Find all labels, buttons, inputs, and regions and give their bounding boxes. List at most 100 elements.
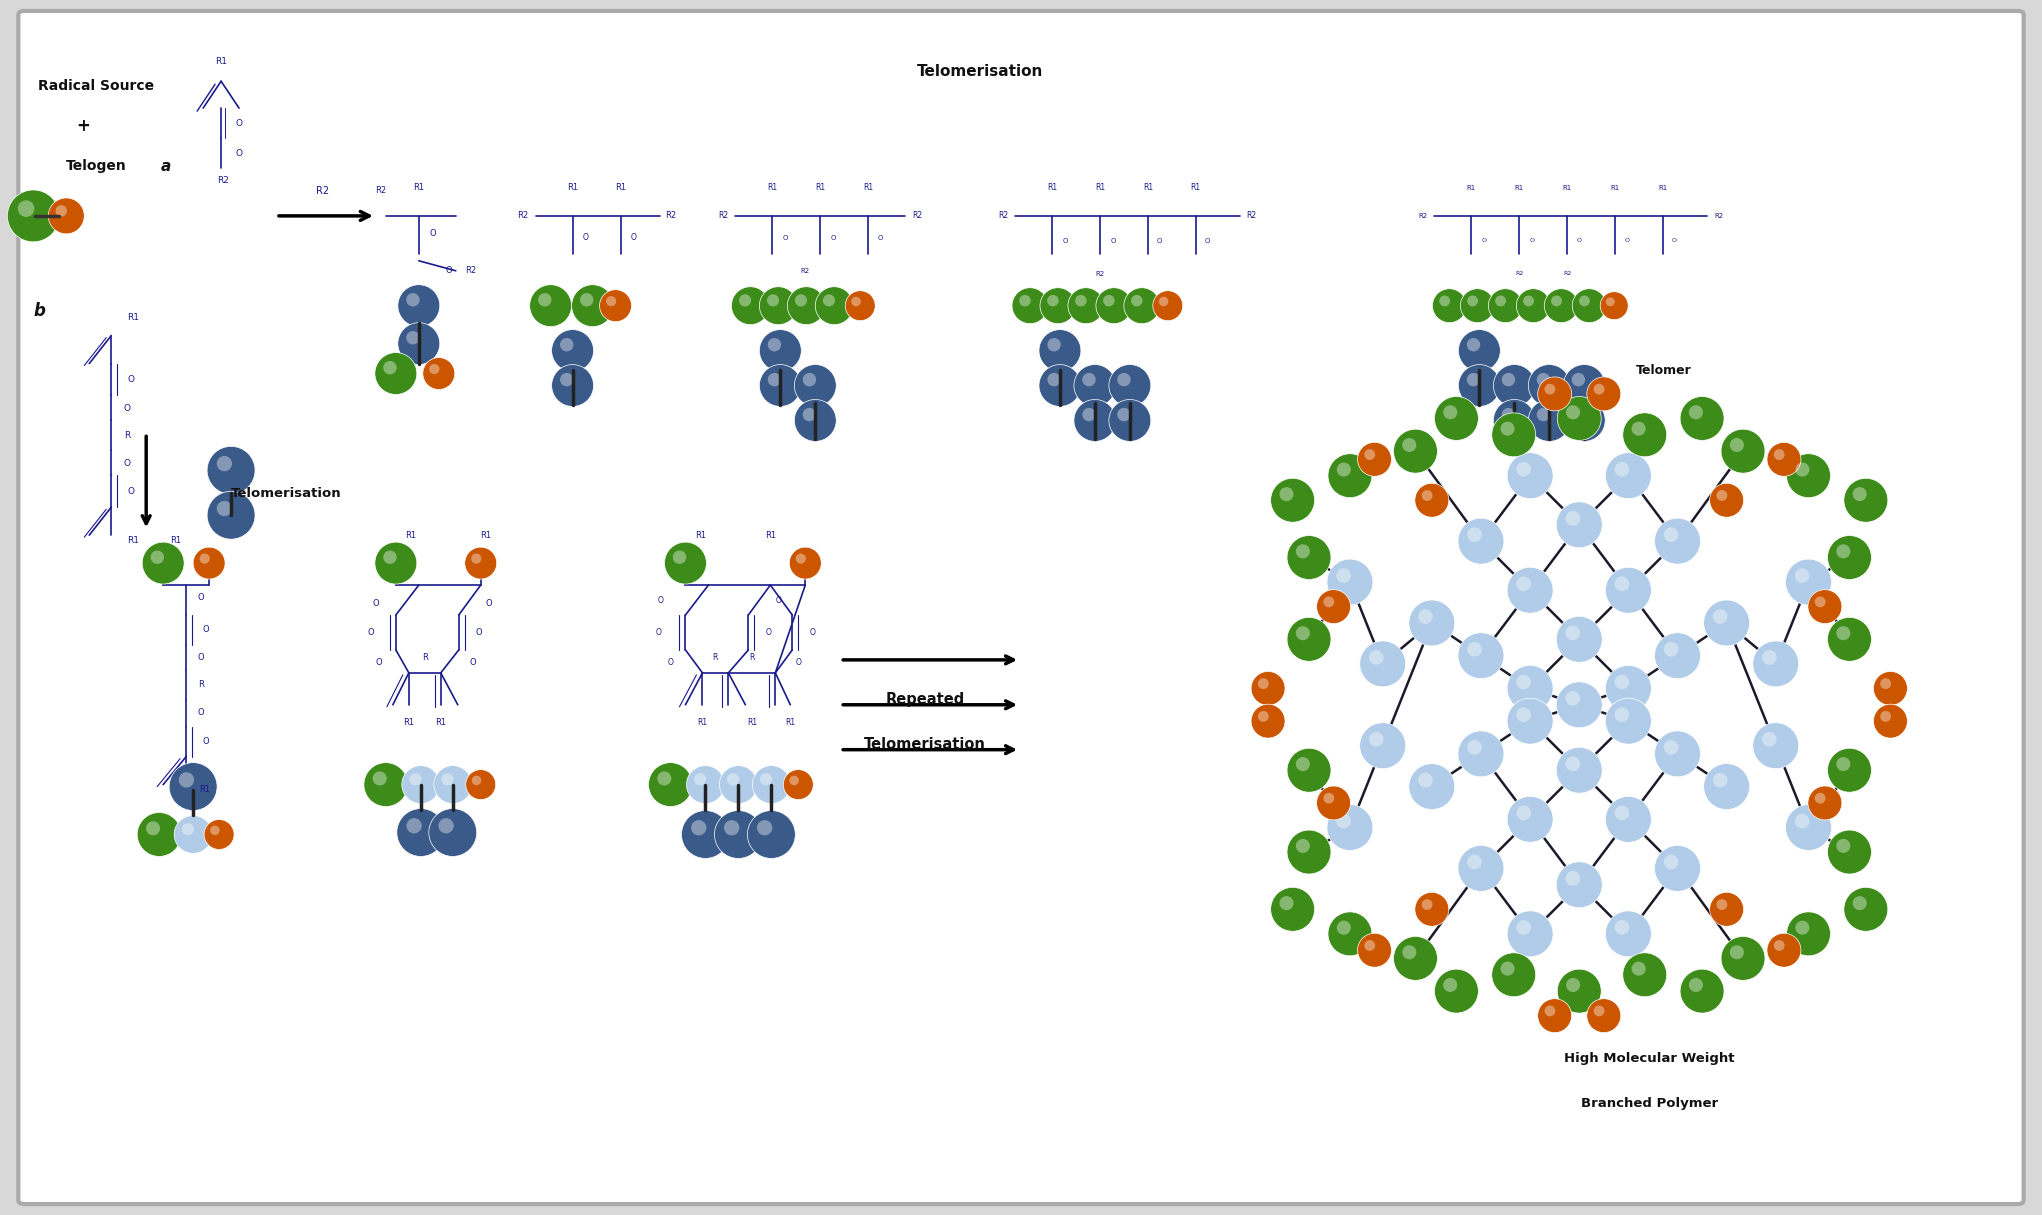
Circle shape — [1721, 937, 1764, 981]
Circle shape — [429, 808, 476, 857]
Circle shape — [1323, 792, 1333, 803]
Circle shape — [1109, 400, 1152, 441]
Circle shape — [1286, 617, 1331, 661]
Circle shape — [1082, 408, 1097, 422]
Circle shape — [1538, 999, 1572, 1033]
Text: R1: R1 — [127, 313, 139, 322]
Circle shape — [1393, 429, 1438, 473]
Circle shape — [649, 763, 692, 807]
Circle shape — [18, 200, 35, 217]
Circle shape — [1807, 786, 1842, 820]
Circle shape — [1593, 384, 1605, 395]
Circle shape — [1517, 806, 1532, 820]
Circle shape — [1403, 945, 1417, 960]
Circle shape — [174, 815, 212, 853]
Circle shape — [1881, 711, 1891, 722]
Circle shape — [1578, 295, 1591, 306]
Circle shape — [560, 373, 574, 386]
Text: O: O — [486, 599, 492, 608]
Circle shape — [376, 542, 417, 584]
Circle shape — [200, 554, 210, 564]
Circle shape — [1368, 650, 1384, 665]
Circle shape — [1403, 437, 1417, 452]
Circle shape — [1815, 792, 1826, 803]
Circle shape — [803, 408, 817, 422]
Circle shape — [1605, 567, 1652, 614]
Text: O: O — [368, 628, 374, 638]
Circle shape — [1605, 796, 1652, 842]
Text: O: O — [782, 234, 788, 241]
Circle shape — [1605, 453, 1652, 498]
Circle shape — [1615, 707, 1630, 722]
Text: O: O — [476, 628, 482, 638]
Text: O: O — [470, 659, 476, 667]
Text: R1: R1 — [864, 183, 874, 192]
Circle shape — [1795, 463, 1809, 476]
Circle shape — [1572, 408, 1585, 422]
Text: R2: R2 — [1515, 271, 1523, 276]
Circle shape — [768, 294, 780, 306]
Text: R1: R1 — [768, 183, 778, 192]
Circle shape — [406, 293, 421, 306]
Circle shape — [794, 364, 837, 407]
Circle shape — [1523, 295, 1534, 306]
Circle shape — [803, 373, 817, 386]
Circle shape — [1074, 364, 1115, 407]
Circle shape — [1466, 338, 1480, 351]
Text: O: O — [809, 628, 815, 638]
Circle shape — [1752, 642, 1799, 686]
Text: O: O — [198, 708, 204, 717]
Circle shape — [1844, 887, 1887, 931]
Text: R2: R2 — [1419, 213, 1427, 219]
Circle shape — [1358, 933, 1391, 967]
Circle shape — [1327, 453, 1372, 498]
Circle shape — [1721, 429, 1764, 473]
Circle shape — [1048, 338, 1060, 351]
Circle shape — [747, 810, 794, 859]
Circle shape — [1466, 373, 1480, 386]
Text: O: O — [582, 233, 588, 242]
Circle shape — [1730, 945, 1744, 960]
Circle shape — [1566, 757, 1581, 772]
Circle shape — [1415, 484, 1450, 518]
Circle shape — [784, 769, 813, 799]
Circle shape — [1807, 589, 1842, 623]
Circle shape — [1286, 748, 1331, 792]
Circle shape — [1417, 609, 1433, 623]
Circle shape — [1664, 740, 1679, 755]
Text: O: O — [129, 487, 135, 496]
Circle shape — [55, 205, 67, 216]
Circle shape — [1421, 899, 1433, 910]
Circle shape — [1654, 731, 1701, 776]
Circle shape — [1605, 699, 1652, 744]
Circle shape — [1632, 961, 1646, 976]
Text: O: O — [668, 659, 674, 667]
Circle shape — [1566, 691, 1581, 706]
Circle shape — [8, 190, 59, 242]
Text: R1: R1 — [1144, 183, 1154, 192]
Text: O: O — [372, 599, 380, 608]
Circle shape — [1844, 479, 1887, 522]
Text: R1: R1 — [815, 183, 825, 192]
Text: O: O — [831, 234, 835, 241]
Circle shape — [1587, 377, 1621, 411]
Text: R1: R1 — [404, 531, 417, 539]
Circle shape — [1468, 527, 1482, 542]
Text: O: O — [658, 595, 664, 605]
Circle shape — [674, 550, 686, 564]
Circle shape — [1360, 642, 1405, 686]
Circle shape — [429, 364, 439, 374]
Circle shape — [815, 287, 854, 324]
Circle shape — [1828, 748, 1870, 792]
Circle shape — [1664, 854, 1679, 869]
Text: R2: R2 — [216, 176, 229, 186]
Circle shape — [1368, 731, 1384, 746]
Circle shape — [1795, 921, 1809, 934]
Circle shape — [1501, 422, 1515, 436]
Circle shape — [423, 357, 455, 390]
Circle shape — [1501, 961, 1515, 976]
Circle shape — [572, 284, 613, 327]
Text: O: O — [429, 230, 437, 238]
Circle shape — [1364, 940, 1374, 951]
Circle shape — [600, 289, 631, 322]
